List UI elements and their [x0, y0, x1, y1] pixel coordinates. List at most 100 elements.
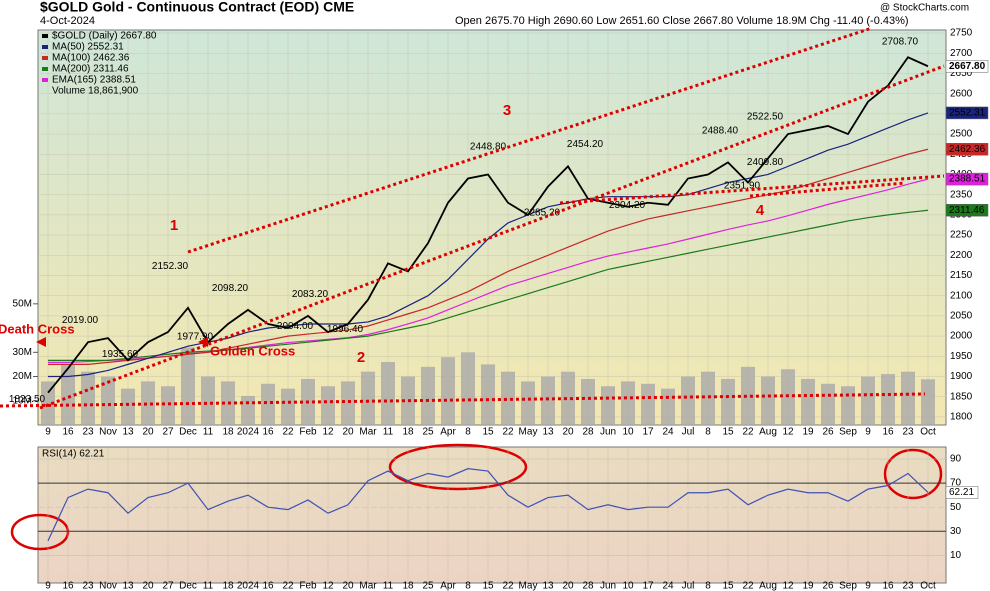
price-label: 1935.60: [102, 349, 139, 360]
x-tick-label: 28: [582, 581, 594, 591]
price-label: 2083.20: [292, 289, 329, 300]
volume-bar: [541, 376, 555, 425]
y-tick-label: 2650: [950, 68, 973, 79]
x-tick-label: 27: [162, 427, 174, 438]
x-tick-label: 18: [222, 581, 234, 591]
arrow: [198, 337, 208, 347]
value-box: [945, 106, 989, 120]
volume-bar: [361, 371, 375, 425]
x-tick-label: Aug: [759, 581, 777, 591]
rsi-line: [47, 468, 929, 542]
volume-tick-label: 10M: [13, 395, 32, 406]
value-box: [945, 486, 979, 499]
volume-bar: [481, 364, 495, 425]
legend-swatch: [42, 56, 48, 60]
volume-bar: [441, 357, 455, 425]
x-tick-label: Feb: [299, 581, 317, 591]
price-label: 2285.20: [524, 207, 561, 218]
legend-swatch: [42, 45, 48, 49]
volume-bar: [241, 395, 255, 425]
value-box-label: 2311.46: [949, 205, 985, 216]
x-tick-label: 22: [502, 427, 514, 438]
x-tick-label: 26: [822, 581, 834, 591]
x-tick-label: May: [519, 581, 538, 591]
y-tick-label: 1850: [950, 391, 973, 402]
x-tick-label: Sep: [839, 427, 857, 438]
x-tick-label: 2024: [237, 427, 260, 438]
x-tick-label: 16: [262, 581, 274, 591]
volume-bar: [501, 371, 515, 425]
x-tick-label: 8: [465, 427, 471, 438]
x-tick-label: May: [519, 427, 538, 438]
value-box: [945, 143, 989, 156]
legend-entry: Volume 18,861,900: [52, 86, 139, 97]
volume-tick-label: 20M: [13, 371, 32, 382]
x-tick-label: 19: [802, 581, 814, 591]
volume-bar: [841, 386, 855, 425]
volume-bar: [141, 381, 155, 425]
x-tick-label: Jul: [682, 581, 695, 591]
x-tick-label: 9: [45, 427, 51, 438]
rsi-tick-label: 90: [950, 454, 962, 465]
y-tick-label: 2100: [950, 290, 973, 301]
volume-bar: [561, 371, 575, 425]
y-tick-label: 1900: [950, 371, 973, 382]
x-tick-label: 8: [705, 581, 711, 591]
wave-label: 3: [503, 102, 511, 119]
price-label: 2019.00: [62, 315, 99, 326]
volume-bar: [381, 361, 395, 425]
x-tick-label: 15: [722, 427, 734, 438]
volume-bar: [761, 376, 775, 425]
x-tick-label: Jul: [682, 427, 695, 438]
value-box: [945, 172, 989, 186]
price-label: 1977.90: [177, 332, 214, 343]
x-tick-label: 18: [402, 581, 414, 591]
x-tick-label: 18: [402, 427, 414, 438]
volume-bar: [801, 378, 815, 425]
y-tick-label: 2600: [950, 88, 973, 99]
x-tick-label: 11: [203, 581, 214, 591]
highlight-circle: [388, 443, 528, 491]
x-tick-label: 20: [342, 581, 354, 591]
x-tick-label: 12: [322, 581, 334, 591]
x-tick-label: 23: [82, 427, 94, 438]
x-tick-label: 16: [262, 427, 274, 438]
x-tick-label: 13: [122, 427, 134, 438]
x-tick-label: Jun: [600, 581, 616, 591]
price-label: 2004.00: [277, 321, 314, 332]
value-box-label: 2462.36: [949, 144, 986, 155]
ma-line: [48, 209, 929, 361]
value-box-label: 62.21: [949, 487, 974, 498]
legend-entry: MA(50) 2552.31: [52, 42, 124, 53]
x-tick-label: 15: [722, 581, 734, 591]
y-tick-label: 2700: [950, 48, 973, 59]
x-tick-label: 10: [622, 427, 634, 438]
volume-bar: [721, 378, 735, 425]
x-tick-label: 9: [45, 581, 51, 591]
volume-bar: [41, 381, 55, 425]
volume-bar: [461, 352, 475, 425]
price-label: 2409.80: [747, 157, 784, 168]
x-tick-label: 22: [742, 581, 754, 591]
legend-entry: $GOLD (Daily) 2667.80: [52, 31, 157, 42]
price-line: [47, 56, 929, 394]
x-tick-label: 16: [882, 581, 894, 591]
price-label: 2351.90: [724, 181, 761, 192]
y-tick-label: 2500: [950, 129, 973, 140]
rsi-tick-label: 50: [950, 502, 962, 513]
rsi-tick-label: 10: [950, 550, 962, 561]
price-label: 2304.20: [609, 200, 646, 211]
rsi-legend: RSI(14) 62.21: [42, 449, 105, 460]
price-label: 2708.70: [882, 36, 919, 47]
volume-bar: [421, 366, 435, 425]
x-tick-label: 15: [482, 427, 494, 438]
volume-bar: [121, 388, 135, 425]
x-tick-label: 16: [62, 581, 74, 591]
x-tick-label: Dec: [179, 581, 197, 591]
x-tick-label: 25: [422, 581, 434, 591]
volume-bar: [81, 371, 95, 425]
price-label: 2488.40: [702, 125, 739, 136]
legend-swatch: [42, 34, 48, 38]
volume-bar: [601, 386, 615, 425]
